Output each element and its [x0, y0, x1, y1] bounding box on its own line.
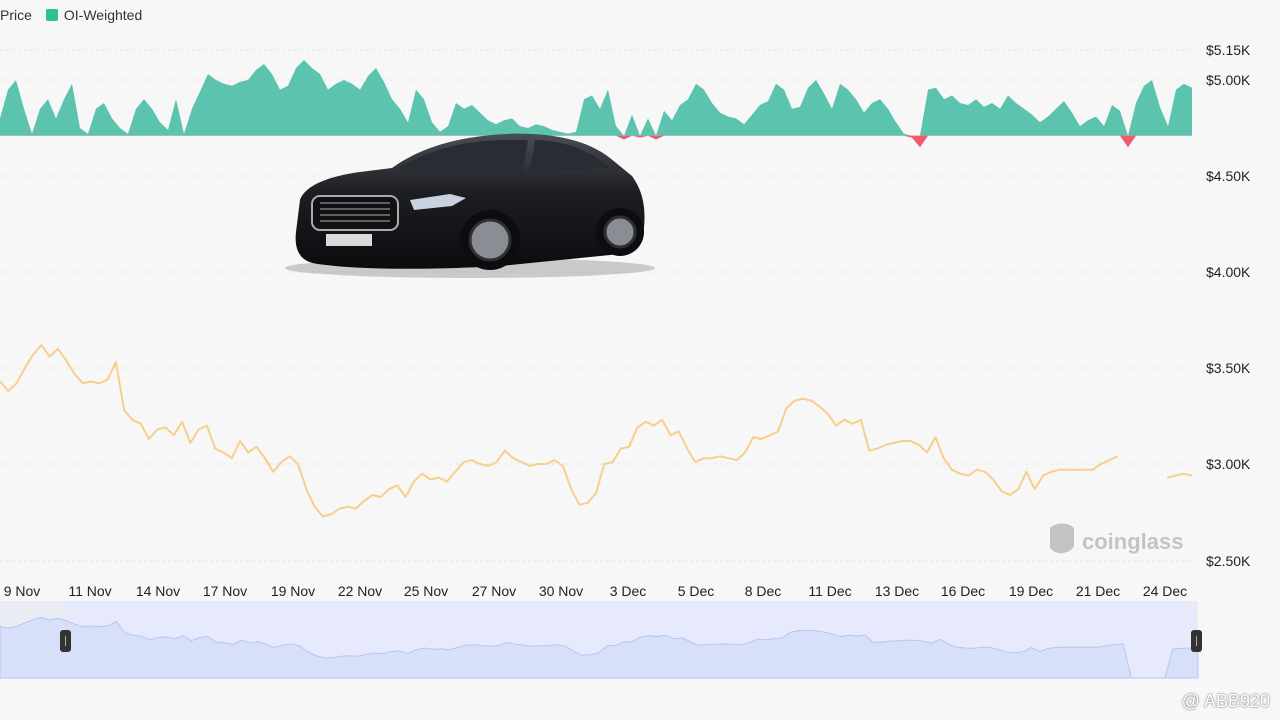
x-tick-label: 8 Dec — [745, 583, 782, 599]
y-tick-label: $3.50K — [1206, 360, 1251, 376]
x-axis: 9 Nov 11 Nov 14 Nov 17 Nov 19 Nov 22 Nov 25 No… — [4, 583, 1187, 599]
y-tick-label: $4.00K — [1206, 264, 1251, 280]
navigator-right-handle[interactable] — [1191, 630, 1202, 652]
x-tick-label: 25 Nov — [404, 583, 448, 599]
x-tick-label: 3 Dec — [610, 583, 647, 599]
y-tick-label: $5.15K — [1206, 42, 1251, 58]
user-watermark: @ ABB920 — [1182, 691, 1270, 712]
oi-weighted-negative-area — [0, 135, 1192, 148]
car-image — [285, 133, 655, 278]
price-series-line — [0, 344, 1193, 518]
legend-label-price: Price — [0, 7, 32, 23]
price-line — [0, 344, 1193, 518]
car-window — [400, 140, 528, 172]
x-tick-label: 13 Dec — [875, 583, 919, 599]
x-tick-label: 30 Nov — [539, 583, 583, 599]
legend-label-oi-weighted: OI-Weighted — [63, 7, 143, 23]
legend: Price OI-Weighted — [0, 5, 156, 25]
y-tick-label: $3.00K — [1206, 456, 1251, 472]
legend-item-price[interactable]: Price — [0, 7, 32, 23]
x-tick-label: 27 Nov — [472, 583, 516, 599]
coinglass-watermark: coinglass — [1050, 523, 1183, 554]
car-license-plate — [326, 234, 372, 246]
oi-weighted-positive-area — [0, 60, 1192, 136]
x-tick-label: 5 Dec — [678, 583, 715, 599]
x-tick-label: 16 Dec — [941, 583, 985, 599]
x-tick-label: 17 Nov — [203, 583, 247, 599]
coinglass-watermark-text: coinglass — [1082, 529, 1183, 554]
x-tick-label: 21 Dec — [1076, 583, 1120, 599]
x-tick-label: 19 Nov — [271, 583, 315, 599]
oi-weighted-area — [0, 60, 1192, 148]
x-tick-label: 19 Dec — [1009, 583, 1053, 599]
car-grille — [311, 195, 399, 231]
x-tick-label: 14 Nov — [136, 583, 180, 599]
coinglass-logo-icon — [1050, 523, 1074, 554]
navigator-series — [0, 616, 1199, 679]
y-tick-label: $5.00K — [1206, 72, 1251, 88]
car-window-rear — [530, 140, 610, 172]
x-tick-label: 9 Nov — [4, 583, 41, 599]
range-navigator[interactable] — [0, 601, 1202, 679]
car-front-rim — [468, 218, 512, 262]
x-tick-label: 22 Nov — [338, 583, 382, 599]
y-axis: $5.15K $5.00K $4.50K $4.00K $3.50K $3.00K $2.5… — [1206, 42, 1251, 569]
car-rear-rim — [603, 215, 637, 249]
x-tick-label: 11 Nov — [68, 583, 111, 599]
x-tick-label: 11 Dec — [808, 583, 851, 599]
x-tick-label: 24 Dec — [1143, 583, 1187, 599]
car-headlight — [410, 194, 466, 210]
user-watermark-text: @ ABB920 — [1181, 691, 1270, 711]
y-tick-label: $2.50K — [1206, 553, 1251, 569]
legend-swatch-oi-weighted — [45, 9, 58, 21]
legend-item-oi-weighted[interactable]: OI-Weighted — [45, 7, 143, 23]
car-grille-bars — [320, 202, 390, 222]
y-tick-label: $4.50K — [1206, 168, 1251, 184]
navigator-left-handle[interactable] — [60, 630, 71, 652]
